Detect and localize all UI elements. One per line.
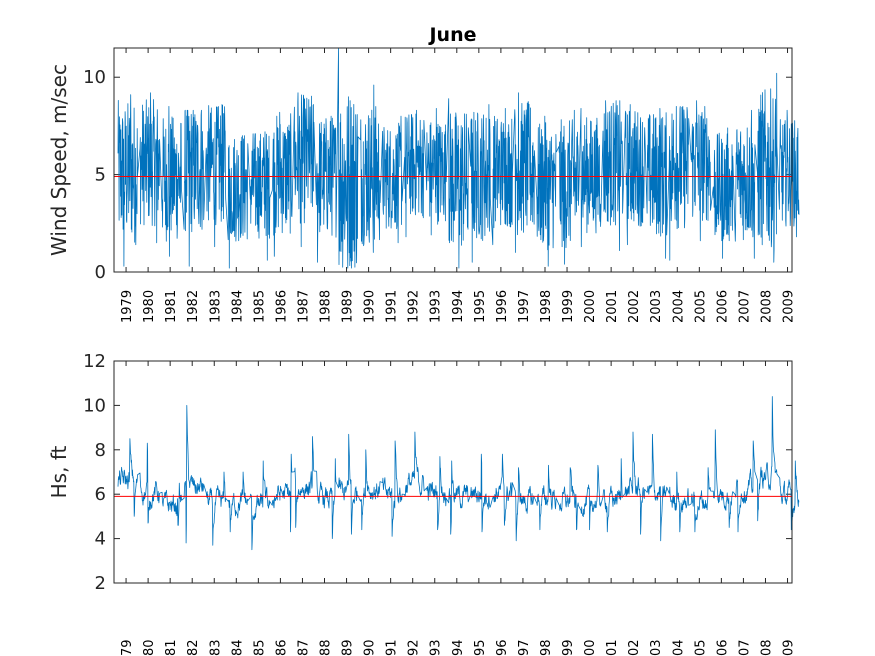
y-tick-label: 5	[95, 165, 106, 186]
x-tick-label: 2002	[627, 290, 642, 323]
x-tick-label: 1982	[186, 290, 201, 323]
chart-title: June	[427, 24, 476, 46]
y-tick-label: 0	[95, 262, 106, 283]
x-tick-label: 1986	[274, 290, 289, 323]
x-tick-label: 2005	[693, 290, 708, 323]
hs-y-axis-label: Hs, ft	[47, 445, 71, 498]
x-tick-label: 96	[495, 639, 510, 656]
x-tick-label: 05	[693, 639, 708, 656]
x-tick-label: 2000	[583, 290, 598, 323]
x-tick-label: 2009	[782, 290, 797, 323]
x-tick-label: 08	[759, 639, 774, 656]
x-tick-label: 92	[407, 639, 422, 656]
hs-axes: Hs, ft 2 4 6 8 10 12 79 80 81 82 83 84 85 86 87 88 89 90 9…	[47, 351, 800, 656]
x-tick-label: 1995	[473, 290, 488, 323]
wind-speed-y-axis-label: Wind Speed, m/sec	[47, 64, 71, 256]
x-tick-label: 1998	[539, 290, 554, 323]
x-tick-label: 1999	[561, 290, 576, 323]
x-tick-label: 2001	[605, 290, 620, 323]
x-tick-label: 1987	[296, 290, 311, 323]
x-tick-label: 06	[715, 639, 730, 656]
y-tick-label: 10	[83, 67, 106, 88]
x-tick-label: 2006	[715, 290, 730, 323]
hs-ticks: 2 4 6 8 10 12 79 80 81 82 83 84 85 86 87 88 89 90 91 92 93 94…	[83, 351, 796, 656]
x-tick-label: 79	[120, 639, 135, 656]
x-tick-label: 99	[561, 639, 576, 656]
x-tick-label: 98	[539, 639, 554, 656]
x-tick-label: 1984	[230, 290, 245, 323]
x-tick-label: 2004	[671, 290, 686, 323]
wind-speed-series-line	[117, 47, 800, 269]
x-tick-label: 2007	[737, 290, 752, 323]
x-tick-label: 1979	[120, 290, 135, 323]
x-tick-label: 91	[385, 639, 400, 656]
hs-axes-frame	[113, 360, 793, 584]
x-tick-label: 82	[186, 639, 201, 656]
x-tick-label: 1988	[318, 290, 333, 323]
x-tick-label: 02	[627, 639, 642, 656]
x-tick-label: 1985	[252, 290, 267, 323]
wind-speed-ticks: 0 5 10 1979 1980 1981 1982 1983 1984 1985 1986 1987…	[83, 48, 797, 323]
x-tick-label: 04	[671, 639, 686, 656]
x-tick-label: 1997	[517, 290, 532, 323]
x-tick-label: 00	[583, 639, 598, 656]
y-tick-label: 6	[95, 484, 106, 505]
x-tick-label: 94	[451, 639, 466, 656]
wind-speed-axes-frame	[113, 47, 793, 273]
x-tick-label: 80	[142, 639, 157, 656]
x-tick-label: 01	[605, 639, 620, 656]
x-tick-label: 1990	[363, 290, 378, 323]
wind-speed-axes: June Wind Speed, m/sec 0 5 10 1979 1980 1981 1…	[47, 24, 800, 323]
y-tick-label: 8	[95, 440, 106, 461]
x-tick-label: 90	[363, 639, 378, 656]
x-tick-label: 1996	[495, 290, 510, 323]
x-tick-label: 2003	[649, 290, 664, 323]
x-tick-label: 81	[164, 639, 179, 656]
hs-series-line	[117, 396, 800, 551]
x-tick-label: 03	[649, 639, 664, 656]
x-tick-label: 2008	[759, 290, 774, 323]
y-tick-label: 2	[95, 573, 106, 594]
x-tick-label: 97	[517, 639, 532, 656]
y-tick-label: 10	[83, 395, 106, 416]
x-tick-label: 1980	[142, 290, 157, 323]
y-tick-label: 12	[83, 351, 106, 372]
x-tick-label: 83	[208, 639, 223, 656]
x-tick-label: 89	[341, 639, 356, 656]
x-tick-label: 85	[252, 639, 267, 656]
x-tick-label: 87	[296, 639, 311, 656]
y-tick-label: 4	[95, 529, 106, 550]
x-tick-label: 1994	[451, 290, 466, 323]
x-tick-label: 84	[230, 639, 245, 656]
x-tick-label: 1992	[407, 290, 422, 323]
x-tick-label: 93	[429, 639, 444, 656]
x-tick-label: 07	[737, 639, 752, 656]
x-tick-label: 09	[782, 639, 797, 656]
x-tick-label: 88	[318, 639, 333, 656]
x-tick-label: 1983	[208, 290, 223, 323]
x-tick-label: 1981	[164, 290, 179, 323]
x-tick-label: 95	[473, 639, 488, 656]
x-tick-label: 1989	[341, 290, 356, 323]
x-tick-label: 1991	[385, 290, 400, 323]
x-tick-label: 86	[274, 639, 289, 656]
x-tick-label: 1993	[429, 290, 444, 323]
